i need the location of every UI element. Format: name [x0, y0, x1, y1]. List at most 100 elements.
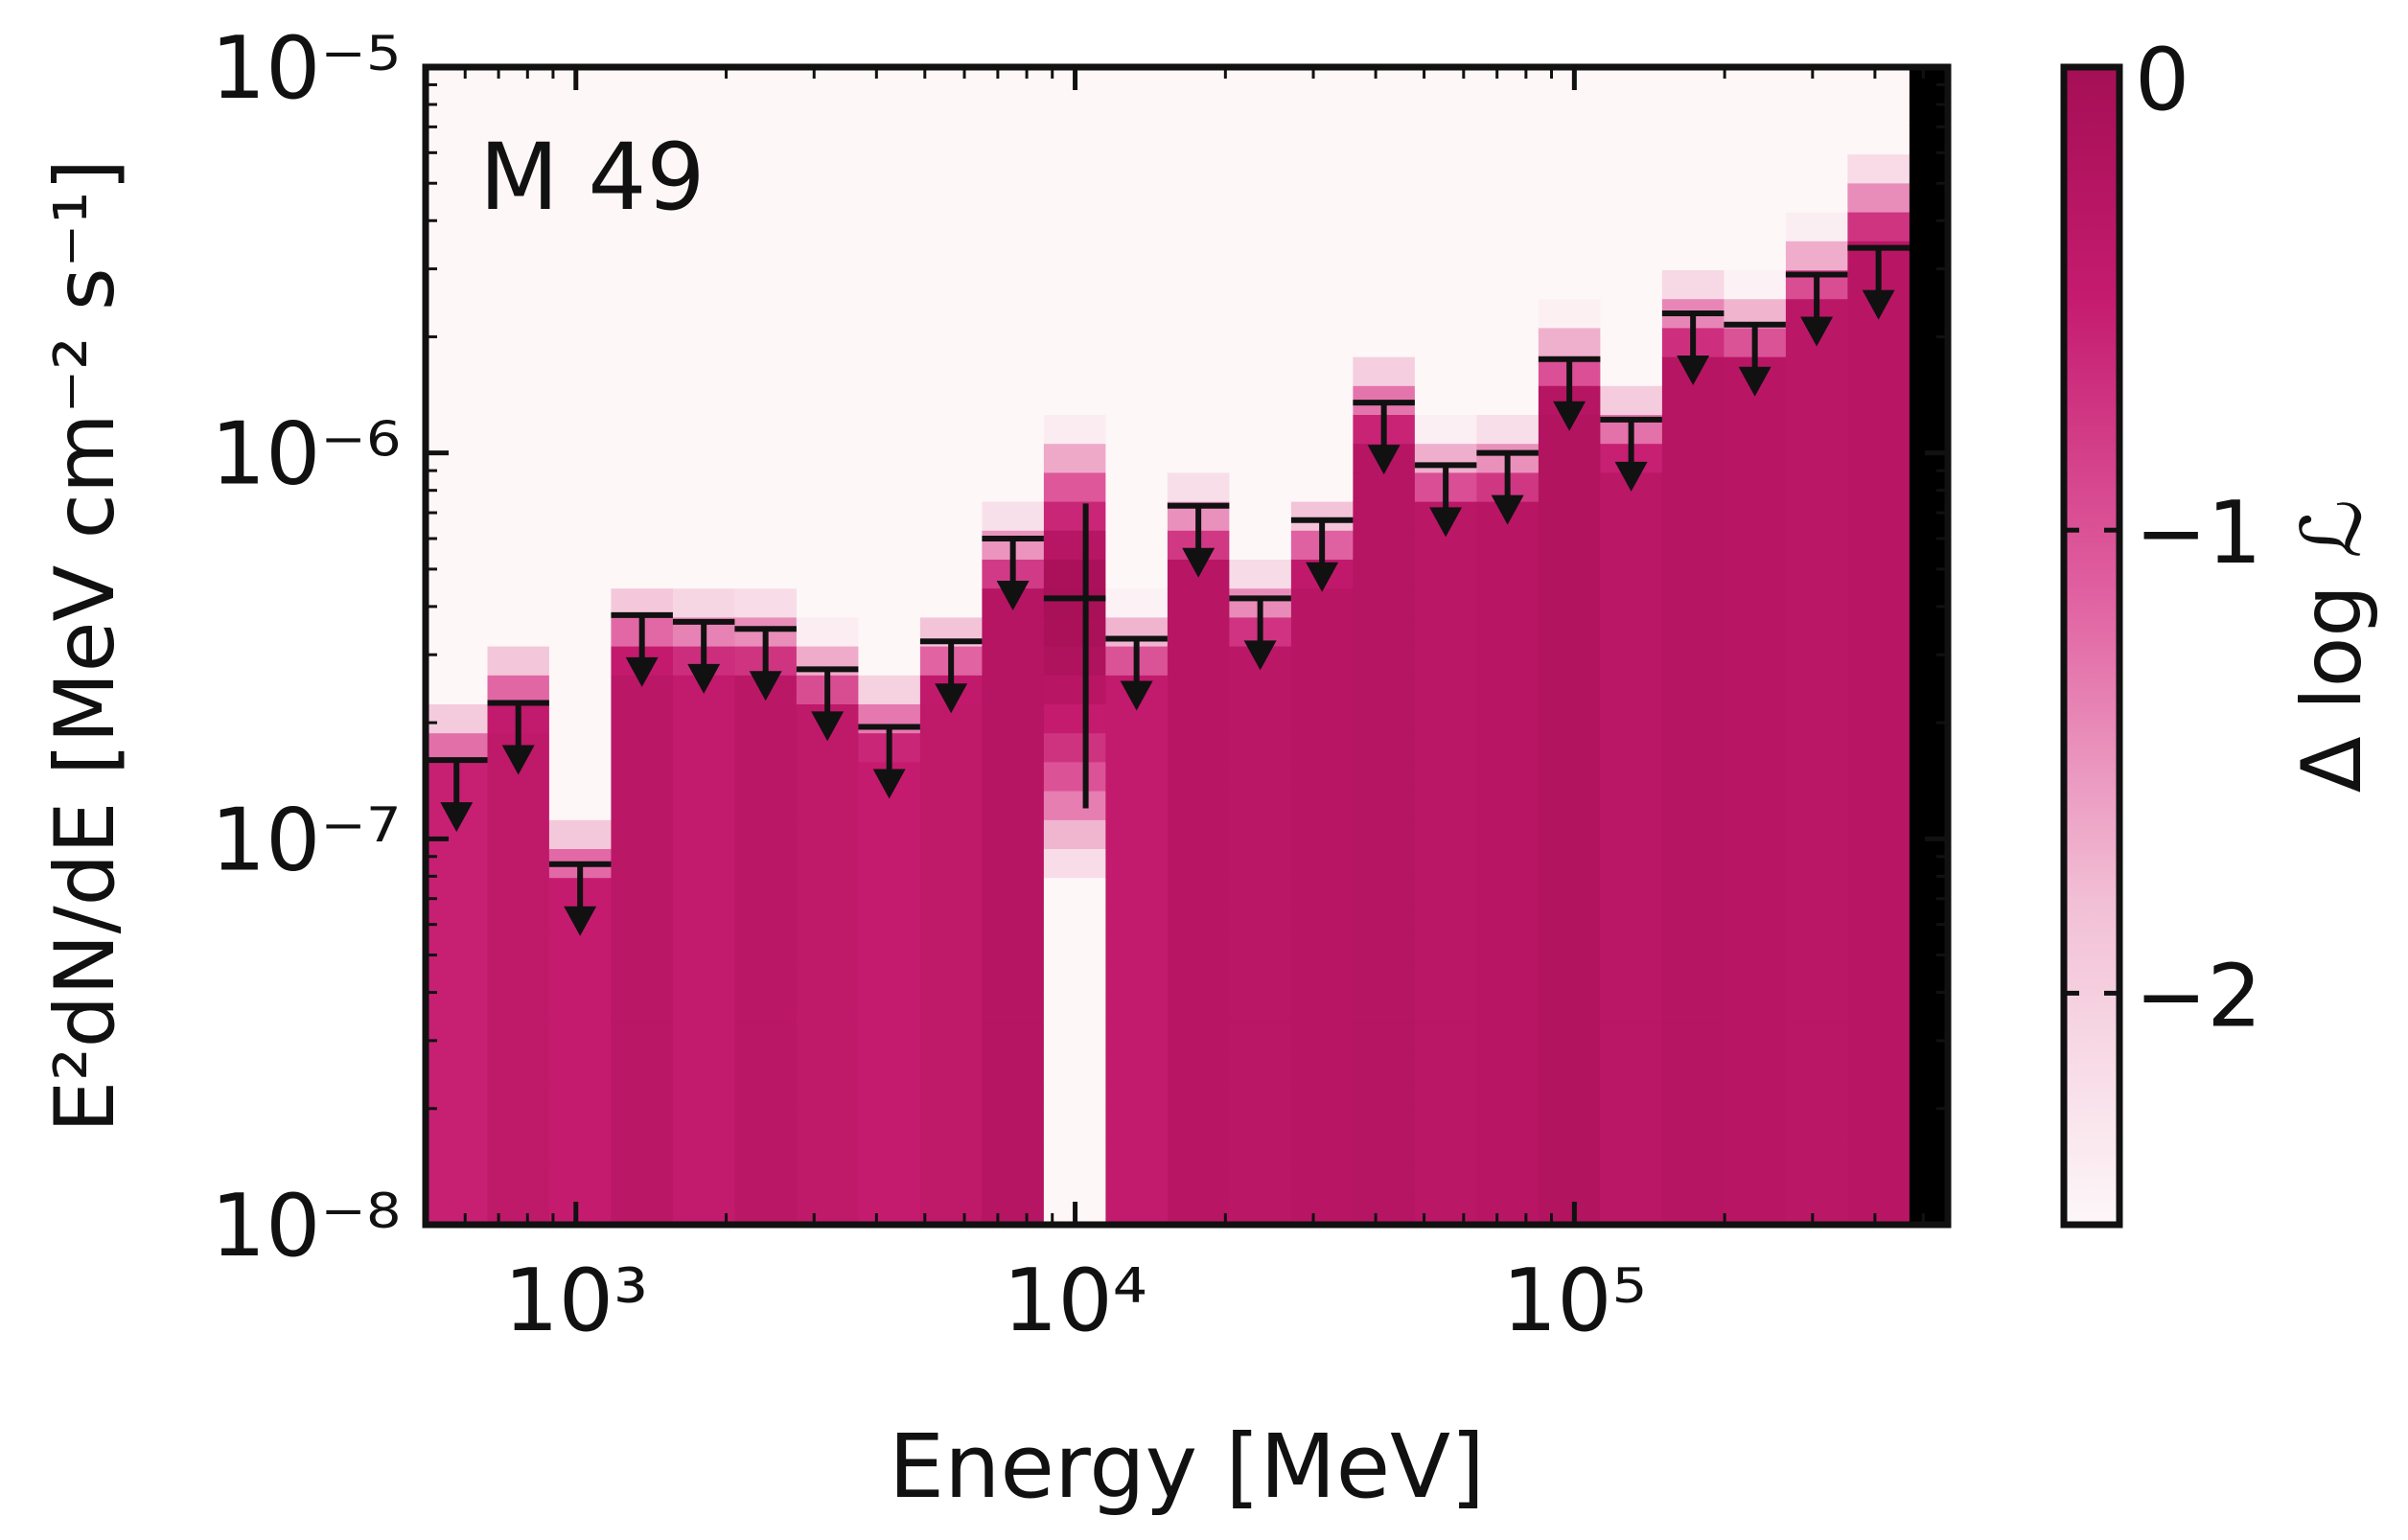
likelihood-cell — [672, 182, 736, 213]
likelihood-cell — [487, 848, 550, 879]
likelihood-cell — [1600, 587, 1663, 618]
upper-limit-arrow — [749, 671, 782, 701]
likelihood-cell — [1043, 327, 1106, 357]
likelihood-cell — [734, 471, 798, 502]
likelihood-cell — [919, 182, 984, 213]
likelihood-cell — [1476, 1109, 1540, 1138]
likelihood-cell — [1414, 356, 1477, 386]
colorbar-tick-label: −1 — [2135, 483, 2262, 584]
likelihood-cell — [1290, 732, 1354, 763]
likelihood-cell — [426, 848, 489, 879]
x-tick-labels: 10³ 10⁴ 10⁵ — [503, 1251, 1646, 1351]
likelihood-cell — [1724, 877, 1787, 908]
likelihood-cell — [1229, 906, 1292, 936]
likelihood-cell — [426, 530, 489, 560]
likelihood-cell — [734, 819, 798, 849]
likelihood-cell — [1661, 471, 1725, 502]
likelihood-cell — [1538, 1195, 1601, 1225]
likelihood-cell — [672, 1080, 736, 1110]
likelihood-cell — [1476, 732, 1540, 763]
likelihood-cell — [919, 414, 984, 445]
likelihood-cell — [1785, 125, 1848, 155]
likelihood-cell — [1105, 559, 1169, 589]
likelihood-cell — [858, 906, 921, 936]
likelihood-cell — [1290, 1109, 1354, 1138]
likelihood-cell — [1229, 153, 1292, 184]
likelihood-cell — [1105, 1195, 1169, 1225]
likelihood-cell — [1600, 1022, 1663, 1052]
likelihood-cell — [1600, 298, 1663, 329]
likelihood-cell — [611, 1080, 674, 1110]
likelihood-cell — [672, 125, 736, 155]
likelihood-cell — [1353, 530, 1416, 560]
likelihood-cell — [858, 1022, 921, 1052]
likelihood-cell — [611, 153, 674, 184]
likelihood-cell — [858, 877, 921, 908]
likelihood-cell — [1167, 1109, 1230, 1138]
likelihood-cell — [1785, 964, 1848, 994]
likelihood-cell — [1538, 327, 1601, 357]
likelihood-cell — [1847, 906, 1910, 936]
likelihood-cell — [548, 443, 613, 473]
likelihood-cell — [1847, 182, 1910, 213]
likelihood-cell — [982, 471, 1045, 502]
likelihood-cell — [487, 67, 550, 97]
likelihood-cell — [672, 269, 736, 300]
likelihood-cell — [672, 587, 736, 618]
likelihood-cell — [734, 125, 798, 155]
likelihood-cell — [1724, 791, 1787, 820]
likelihood-cell — [487, 212, 550, 241]
likelihood-cell — [426, 675, 489, 704]
likelihood-cell — [611, 182, 674, 213]
likelihood-cell — [426, 125, 489, 155]
likelihood-cell — [1724, 1080, 1787, 1110]
likelihood-cell — [1043, 761, 1106, 792]
likelihood-cell — [1105, 761, 1169, 792]
likelihood-cell — [1167, 761, 1230, 792]
likelihood-cell — [734, 1166, 798, 1197]
likelihood-cell — [1043, 443, 1106, 473]
likelihood-cell — [548, 559, 613, 589]
likelihood-cell — [1414, 791, 1477, 820]
likelihood-cell — [1476, 964, 1540, 994]
likelihood-cell — [1476, 993, 1540, 1023]
likelihood-cell — [1105, 993, 1169, 1023]
likelihood-cell — [1167, 877, 1230, 908]
likelihood-cell — [426, 67, 489, 97]
likelihood-cell — [1909, 616, 1948, 647]
likelihood-cell — [796, 471, 859, 502]
likelihood-cell — [1229, 182, 1292, 213]
likelihood-cell — [1909, 1195, 1948, 1225]
likelihood-cell — [487, 530, 550, 560]
likelihood-cell — [734, 906, 798, 936]
likelihood-cell — [1847, 212, 1910, 241]
likelihood-cell — [1167, 153, 1230, 184]
likelihood-cell — [1847, 1166, 1910, 1197]
likelihood-cell — [1353, 993, 1416, 1023]
likelihood-cell — [1229, 848, 1292, 879]
likelihood-cell — [1785, 877, 1848, 908]
likelihood-cell — [1600, 241, 1663, 270]
likelihood-cell — [1105, 501, 1169, 531]
likelihood-cell — [734, 443, 798, 473]
likelihood-cell — [1538, 153, 1601, 184]
likelihood-cell — [1785, 1080, 1848, 1110]
likelihood-cell — [796, 1022, 859, 1052]
likelihood-cell — [1785, 471, 1848, 502]
likelihood-cell — [1353, 616, 1416, 647]
likelihood-cell — [1476, 703, 1540, 734]
likelihood-cell — [1290, 877, 1354, 908]
likelihood-cell — [1538, 732, 1601, 763]
likelihood-cell — [1353, 646, 1416, 676]
likelihood-cell — [734, 559, 798, 589]
likelihood-cell — [1167, 993, 1230, 1023]
likelihood-cell — [1909, 906, 1948, 936]
likelihood-cell — [487, 1050, 550, 1081]
likelihood-cell — [734, 732, 798, 763]
likelihood-cell — [426, 1080, 489, 1110]
likelihood-cell — [1414, 241, 1477, 270]
upper-limit-arrow — [1862, 289, 1895, 320]
likelihood-cell — [734, 1050, 798, 1081]
likelihood-cell — [858, 443, 921, 473]
likelihood-cell — [1476, 96, 1540, 126]
